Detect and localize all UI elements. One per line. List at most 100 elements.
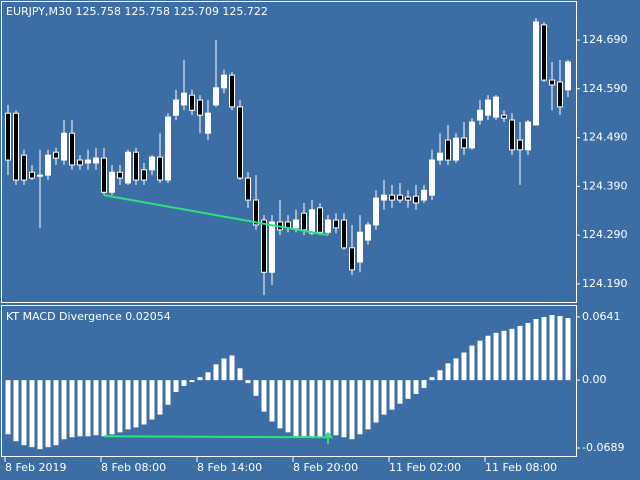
histogram-bar — [117, 380, 123, 433]
histogram-bar — [357, 380, 363, 435]
candle-body — [509, 119, 515, 151]
histogram-bar — [317, 380, 323, 438]
histogram-bar — [437, 370, 443, 381]
histogram-bar — [485, 335, 491, 381]
candle-body — [69, 132, 75, 166]
y-tick-label: 0.00 — [582, 373, 607, 386]
histogram-bar — [469, 345, 475, 381]
candle-body — [453, 137, 459, 161]
candle-body — [237, 106, 243, 179]
histogram-bar — [93, 380, 99, 436]
candle-body — [21, 154, 27, 181]
candle-body — [565, 61, 571, 91]
histogram-bar — [445, 363, 451, 381]
x-tick-label: 8 Feb 20:00 — [293, 461, 358, 474]
histogram-bar — [213, 364, 219, 381]
divergence-arrow — [323, 431, 333, 445]
histogram-bar — [269, 380, 275, 422]
histogram-bar — [45, 380, 51, 448]
y-tick-label: 124.490 — [582, 131, 628, 144]
candle-body — [389, 194, 395, 201]
candle-body — [333, 219, 339, 229]
candle-body — [141, 169, 147, 181]
candle-body — [5, 112, 11, 161]
histogram-bar — [237, 368, 243, 381]
histogram-bar — [421, 380, 427, 388]
candle-body — [101, 157, 107, 193]
candle-body — [349, 247, 355, 271]
candle-body — [517, 139, 523, 151]
candle-body — [109, 171, 115, 193]
candle-body — [317, 207, 323, 233]
histogram-bar — [349, 380, 355, 440]
candle-body — [253, 199, 259, 226]
y-tick-label: -0.0689 — [582, 441, 624, 454]
y-tick-label: 124.690 — [582, 33, 628, 46]
histogram-bar — [29, 380, 35, 448]
histogram-bar — [301, 380, 307, 438]
y-tick-label: 124.590 — [582, 82, 628, 95]
histogram-bar — [85, 380, 91, 437]
x-tick-label: 8 Feb 2019 — [5, 461, 66, 474]
candle-body — [501, 114, 507, 119]
histogram-bar — [221, 358, 227, 381]
histogram-bar — [245, 380, 251, 384]
histogram-bar — [413, 380, 419, 394]
candle-body — [525, 121, 531, 151]
histogram-bar — [341, 380, 347, 438]
candle-body — [549, 79, 555, 86]
candle-body — [261, 219, 267, 273]
candle-body — [221, 74, 227, 89]
candle-body — [173, 99, 179, 116]
candle-body — [37, 174, 43, 177]
histogram-bar — [37, 380, 43, 450]
histogram-bar — [277, 380, 283, 429]
x-tick-label: 11 Feb 08:00 — [485, 461, 557, 474]
candle-body — [117, 171, 123, 179]
histogram-bar — [229, 355, 235, 381]
candle-body — [189, 94, 195, 111]
candle-body — [437, 152, 443, 161]
histogram-bar — [253, 380, 259, 396]
x-tick-label: 8 Feb 14:00 — [197, 461, 262, 474]
candle-body — [469, 121, 475, 149]
histogram-bar — [173, 380, 179, 392]
histogram-bar — [381, 380, 387, 415]
histogram-bar — [541, 317, 547, 381]
histogram-bar — [109, 380, 115, 435]
chart-title: EURJPY,M30 125.758 125.758 125.709 125.7… — [6, 5, 268, 18]
candle-body — [181, 92, 187, 106]
candle-body — [309, 209, 315, 234]
candle-body — [45, 154, 51, 176]
macd-panel — [1, 305, 577, 457]
candle-body — [77, 159, 83, 166]
y-tick-label: 124.290 — [582, 228, 628, 241]
histogram-bar — [389, 380, 395, 410]
candle-body — [373, 197, 379, 226]
divergence-line — [103, 435, 329, 439]
candle-body — [413, 195, 419, 204]
y-tick-label: 0.0641 — [582, 310, 621, 323]
histogram-bar — [493, 332, 499, 381]
histogram-bar — [509, 328, 515, 381]
histogram-bar — [141, 380, 147, 425]
histogram-bar — [149, 380, 155, 420]
candle-body — [541, 24, 547, 81]
histogram-bar — [181, 380, 187, 387]
histogram-bar — [165, 380, 171, 405]
candle-body — [493, 96, 499, 118]
histogram-bar — [197, 377, 203, 381]
y-tick-label: 124.190 — [582, 277, 628, 290]
candle-body — [365, 224, 371, 241]
histogram-bar — [293, 380, 299, 437]
candle-body — [381, 194, 387, 201]
histogram-bar — [325, 380, 331, 438]
histogram-bar — [77, 380, 83, 437]
candle-body — [405, 196, 411, 201]
histogram-bar — [261, 380, 267, 412]
histogram-bar — [549, 315, 555, 381]
histogram-bar — [69, 380, 75, 438]
candle-body — [85, 159, 91, 164]
histogram-bar — [309, 380, 315, 438]
